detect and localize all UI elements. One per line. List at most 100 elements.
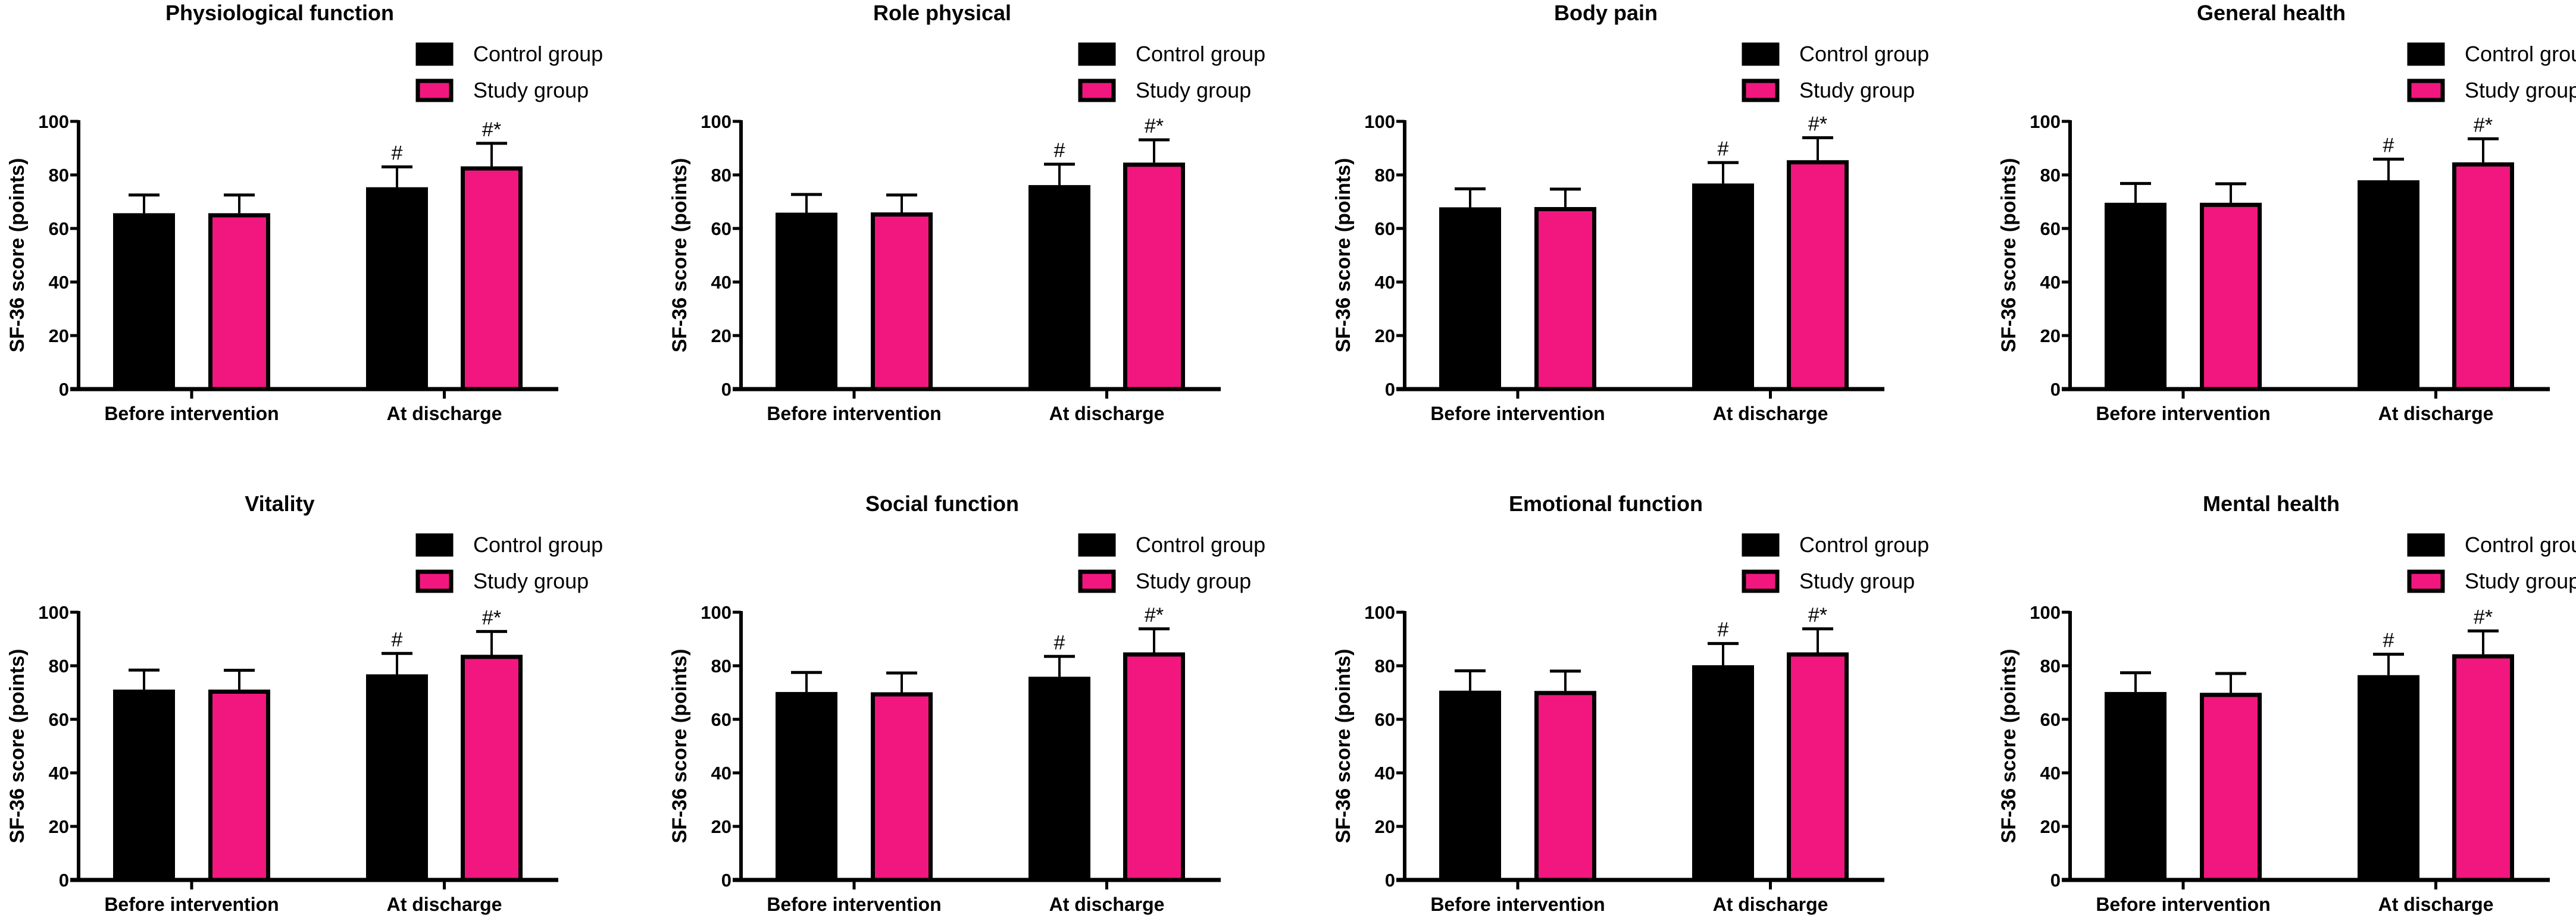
chart-panel: Social function Control group Study group S…	[668, 491, 1265, 915]
y-tick-label: 0	[2050, 870, 2061, 891]
x-category-label: Before intervention	[767, 403, 941, 424]
bar-control	[1028, 185, 1090, 389]
legend-swatch-control	[2407, 42, 2445, 66]
chart-panel: General health Control group Study group SF…	[1997, 1, 2576, 424]
y-tick-label: 40	[1375, 272, 1395, 293]
bar-study	[1534, 691, 1596, 882]
legend-label: Study group	[473, 569, 589, 593]
legend-label: Control group	[2465, 532, 2576, 557]
bar-study	[461, 654, 523, 882]
x-category-label: Before intervention	[104, 894, 279, 915]
bar-study	[208, 213, 270, 391]
legend-swatch-control	[2407, 533, 2445, 557]
y-tick-label: 60	[1375, 218, 1395, 239]
bar-control	[113, 213, 175, 389]
y-tick-label: 100	[38, 111, 69, 132]
chart-panel: Mental health Control group Study group SF-…	[1997, 491, 2576, 915]
y-tick-label: 0	[721, 379, 731, 400]
legend-label: Study group	[473, 78, 589, 102]
legend-label: Study group	[2465, 78, 2576, 102]
y-axis-label: SF-36 score (points)	[1997, 649, 2020, 844]
bar-control	[2358, 675, 2419, 880]
x-category-label: At discharge	[1049, 403, 1165, 424]
legend-label: Control group	[1136, 42, 1265, 66]
bar-study	[1123, 652, 1185, 882]
legend-label: Control group	[1799, 532, 1929, 557]
bar-study	[1787, 160, 1849, 391]
y-axis-label: SF-36 score (points)	[1997, 158, 2020, 353]
y-tick-label: 80	[711, 165, 731, 186]
legend-swatch-control	[1078, 533, 1116, 557]
legend-swatch-study	[1078, 569, 1116, 593]
legend-swatch-control	[1742, 42, 1780, 66]
legend-label: Control group	[1799, 42, 1929, 66]
significance-marker: #	[392, 142, 403, 165]
legend-swatch-study	[1078, 79, 1116, 102]
bar-study	[2452, 162, 2514, 391]
x-category-label: At discharge	[1713, 894, 1828, 915]
legend-swatch-control	[415, 42, 454, 66]
bar-study	[1123, 162, 1185, 391]
y-tick-label: 60	[1375, 709, 1395, 730]
bar-study	[1787, 652, 1849, 882]
legend-label: Control group	[2465, 42, 2576, 66]
legend-swatch-study	[415, 79, 454, 102]
y-tick-label: 40	[2040, 272, 2061, 293]
legend-label: Study group	[1136, 569, 1251, 593]
legend-swatch-control	[415, 533, 454, 557]
chart-title: Physiological function	[165, 1, 394, 25]
legend-swatch-study	[2407, 79, 2445, 102]
bar-control	[113, 690, 175, 880]
y-tick-label: 40	[49, 763, 69, 784]
y-tick-label: 100	[701, 602, 731, 623]
legend-swatch-study	[2407, 569, 2445, 593]
y-tick-label: 100	[1364, 111, 1395, 132]
significance-marker: #*	[2474, 114, 2493, 136]
y-tick-label: 40	[2040, 763, 2061, 784]
bar-study	[461, 166, 523, 391]
bar-study	[1534, 207, 1596, 391]
x-category-label: At discharge	[2378, 403, 2494, 424]
y-tick-label: 80	[2040, 656, 2061, 676]
significance-marker: #	[1054, 631, 1065, 654]
significance-marker: #	[1054, 139, 1065, 162]
chart-title: Social function	[865, 491, 1019, 516]
y-tick-label: 0	[721, 870, 731, 891]
y-tick-label: 60	[49, 709, 69, 730]
x-category-label: Before intervention	[1430, 894, 1605, 915]
y-tick-label: 20	[1375, 816, 1395, 837]
significance-marker: #*	[1808, 604, 1827, 626]
x-category-label: At discharge	[2378, 894, 2494, 915]
bar-control	[1692, 183, 1754, 389]
chart-panel: Physiological function Control group Study…	[6, 1, 603, 424]
legend-label: Study group	[1799, 569, 1915, 593]
x-category-label: At discharge	[1713, 403, 1828, 424]
legend-label: Study group	[2465, 569, 2576, 593]
legend-label: Control group	[1136, 532, 1265, 557]
y-tick-label: 20	[49, 325, 69, 346]
y-tick-label: 60	[2040, 709, 2061, 730]
bar-control	[2358, 180, 2419, 389]
y-axis-label: SF-36 score (points)	[1332, 158, 1355, 353]
chart-title: Mental health	[2203, 491, 2340, 516]
bar-study	[871, 212, 933, 391]
y-tick-label: 60	[711, 218, 731, 239]
x-category-label: Before intervention	[2096, 894, 2270, 915]
y-tick-label: 80	[2040, 165, 2061, 186]
significance-marker: #*	[2474, 606, 2493, 629]
bar-control	[1439, 690, 1501, 880]
significance-marker: #*	[1145, 604, 1164, 626]
y-tick-label: 20	[711, 325, 731, 346]
legend-swatch-control	[1078, 42, 1116, 66]
legend-label: Study group	[1799, 78, 1915, 102]
bar-study	[2452, 654, 2514, 882]
bar-study	[2200, 202, 2262, 391]
bar-study	[208, 690, 270, 882]
significance-marker: #	[1718, 137, 1729, 160]
y-tick-label: 0	[1385, 870, 1395, 891]
y-tick-label: 0	[59, 870, 69, 891]
x-category-label: At discharge	[387, 403, 502, 424]
chart-title: General health	[2197, 1, 2346, 25]
significance-marker: #	[2383, 134, 2394, 156]
